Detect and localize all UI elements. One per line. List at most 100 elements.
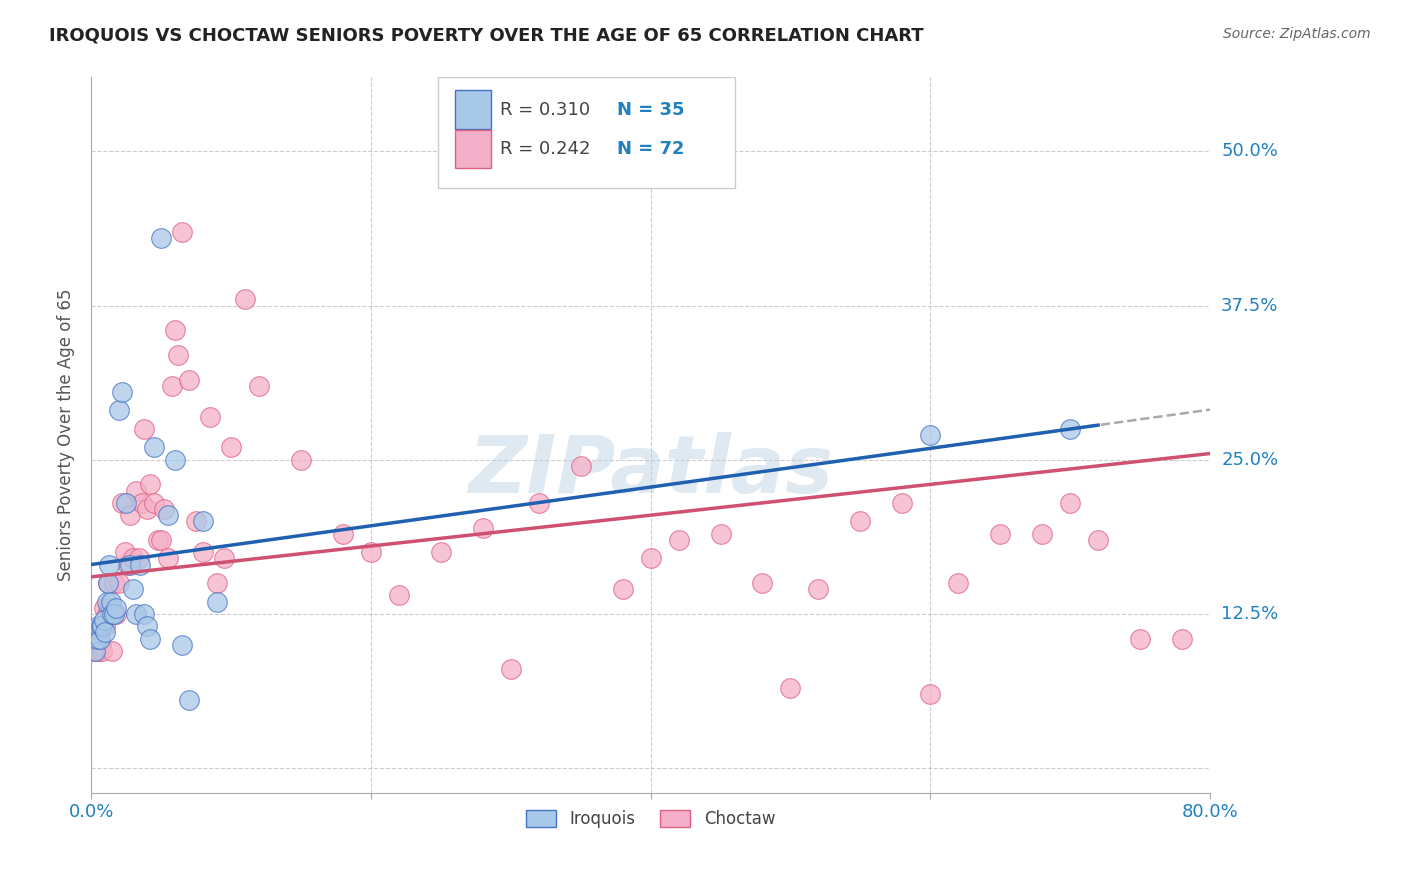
Point xyxy=(103,607,125,621)
Point xyxy=(920,687,942,701)
Point xyxy=(90,619,112,633)
Point xyxy=(100,600,122,615)
Y-axis label: Seniors Poverty Over the Age of 65: Seniors Poverty Over the Age of 65 xyxy=(58,289,75,582)
Point xyxy=(100,594,122,608)
Point xyxy=(360,545,382,559)
Point xyxy=(165,323,187,337)
Point xyxy=(128,551,150,566)
Point xyxy=(807,582,830,597)
Point xyxy=(1059,422,1081,436)
Point xyxy=(148,533,170,547)
Point xyxy=(115,496,138,510)
Point xyxy=(87,619,110,633)
FancyBboxPatch shape xyxy=(454,129,491,169)
Point xyxy=(139,632,162,646)
Point xyxy=(111,496,134,510)
Point xyxy=(125,607,148,621)
Point xyxy=(668,533,690,547)
Point xyxy=(97,576,120,591)
Text: IROQUOIS VS CHOCTAW SENIORS POVERTY OVER THE AGE OF 65 CORRELATION CHART: IROQUOIS VS CHOCTAW SENIORS POVERTY OVER… xyxy=(49,27,924,45)
Point xyxy=(167,348,190,362)
Point xyxy=(108,403,131,417)
Point xyxy=(988,526,1011,541)
Point xyxy=(150,533,173,547)
Point xyxy=(91,644,114,658)
Point xyxy=(212,551,235,566)
Point xyxy=(891,496,914,510)
Point xyxy=(165,452,187,467)
Point xyxy=(170,225,193,239)
Point xyxy=(143,441,166,455)
Point xyxy=(1059,496,1081,510)
Point xyxy=(89,638,111,652)
Legend: Iroquois, Choctaw: Iroquois, Choctaw xyxy=(519,803,782,834)
Point xyxy=(134,422,156,436)
Point xyxy=(105,607,128,621)
Point xyxy=(527,496,550,510)
Point xyxy=(143,496,166,510)
Point xyxy=(93,613,115,627)
Point xyxy=(233,293,256,307)
Text: N = 35: N = 35 xyxy=(617,101,685,119)
Text: 37.5%: 37.5% xyxy=(1222,296,1278,315)
Point xyxy=(86,632,108,646)
Point xyxy=(247,378,270,392)
Text: Source: ZipAtlas.com: Source: ZipAtlas.com xyxy=(1223,27,1371,41)
Point xyxy=(1031,526,1053,541)
Text: R = 0.242: R = 0.242 xyxy=(499,140,591,158)
Point xyxy=(93,600,115,615)
Point xyxy=(136,502,159,516)
Point xyxy=(98,558,121,572)
Point xyxy=(184,514,207,528)
Point xyxy=(84,632,107,646)
Point xyxy=(96,607,118,621)
Text: N = 72: N = 72 xyxy=(617,140,685,158)
Point xyxy=(120,508,142,523)
Text: 12.5%: 12.5% xyxy=(1222,605,1278,623)
Point xyxy=(471,520,494,534)
Point xyxy=(177,693,200,707)
Point xyxy=(101,607,124,621)
Text: ZIPatlas: ZIPatlas xyxy=(468,432,834,510)
Point xyxy=(117,558,139,572)
Point xyxy=(499,662,522,676)
Point xyxy=(779,681,801,695)
Point xyxy=(108,576,131,591)
Point xyxy=(111,384,134,399)
Point xyxy=(219,441,242,455)
Point xyxy=(129,558,152,572)
Point xyxy=(205,576,228,591)
Point xyxy=(89,632,111,646)
Point xyxy=(640,551,662,566)
Point xyxy=(122,551,145,566)
Point xyxy=(103,576,125,591)
Point xyxy=(162,378,184,392)
Point xyxy=(131,496,153,510)
Point xyxy=(1087,533,1109,547)
Point xyxy=(569,458,592,473)
Point xyxy=(157,508,180,523)
Point xyxy=(153,502,176,516)
Point xyxy=(134,607,156,621)
Point xyxy=(205,594,228,608)
Point xyxy=(87,644,110,658)
Point xyxy=(290,452,312,467)
Point xyxy=(332,526,354,541)
Point xyxy=(98,600,121,615)
FancyBboxPatch shape xyxy=(439,78,734,188)
Point xyxy=(125,483,148,498)
Text: R = 0.310: R = 0.310 xyxy=(499,101,589,119)
Point xyxy=(191,514,214,528)
Point xyxy=(120,558,142,572)
Point xyxy=(177,373,200,387)
Point xyxy=(86,644,108,658)
Point xyxy=(388,588,411,602)
Point xyxy=(751,576,773,591)
Point xyxy=(94,625,117,640)
Point xyxy=(612,582,634,597)
Point xyxy=(96,594,118,608)
Point xyxy=(430,545,453,559)
Point xyxy=(849,514,872,528)
Point xyxy=(90,638,112,652)
FancyBboxPatch shape xyxy=(454,90,491,129)
